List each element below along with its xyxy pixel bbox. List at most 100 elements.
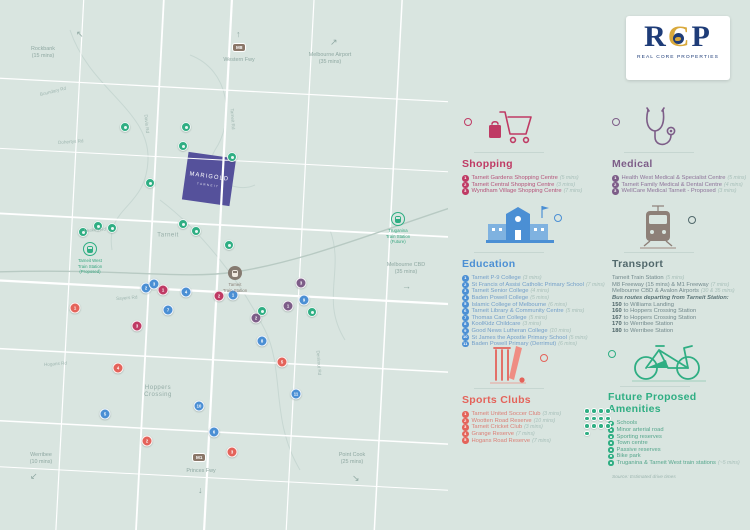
ring-accent-icon [612,118,620,126]
sports-item-number-badge: 2 [462,417,469,425]
map-marker-future[interactable] [145,178,155,188]
map-marker-education-6[interactable]: 6 [208,426,220,438]
map-marker-sports-3[interactable]: 3 [226,446,238,458]
future-cluster-dot-icon [591,408,597,414]
education-item-9: 9 Good News Lutheran College (10 mins) [462,327,610,335]
section-title-education: Education [462,258,516,270]
bus-route-number: 150 [612,301,622,308]
map-marker-future[interactable] [257,306,267,316]
legend-section-transport: Transport Tarneit Train Station (5 mins) M… [612,204,750,334]
education-item-label: Thomas Carr College [471,314,527,321]
map-marker-medical-2[interactable]: 2 [250,312,262,324]
map-marker-sports-5[interactable]: 5 [276,356,288,368]
future-item-label: Truganina & Tarneit West train stations [616,459,716,466]
sports-item-label: Tarneit Cricket Club [471,424,523,431]
sports-item-5: 5 Hogans Road Reserve (7 mins) [462,437,610,444]
direction-arrow-icon: ↗ [330,37,338,47]
train-station-icon [228,266,242,280]
map-marker-education-3[interactable]: 3 [148,278,160,290]
transport-item-label: to Williams Landing [623,301,674,308]
bicycle-icon [632,345,706,382]
map-marker-future[interactable] [227,152,237,162]
map-marker-education-8[interactable]: 8 [256,335,268,347]
map-marker-shopping-1[interactable]: 1 [157,284,169,296]
map-marker-sports-4[interactable]: 4 [112,362,124,374]
transport-item-9: 180 to Werribee Station [612,328,750,335]
shopping-item-label: Wyndham Village Shopping Centre [471,188,562,195]
map-marker-future[interactable] [120,122,130,132]
map-marker-future[interactable] [178,141,188,151]
transport-icon-block [612,204,750,256]
map-marker-future[interactable] [178,219,188,229]
drive-time-label: (3 mins) [556,181,576,188]
map-marker-future[interactable] [307,307,317,317]
map-marker-future[interactable] [78,227,88,237]
drive-time-label: (7 mins) [585,281,605,288]
sports-item-label: Grange Reserve [471,431,515,438]
map-marker-education-7[interactable]: 7 [162,304,174,316]
future-item-label: Minor arterial road [616,426,664,433]
drive-time-label: (3 mins) [522,321,542,328]
transport-item-6: 160 to Hoppers Crossing Station [612,308,750,315]
edge-destination-label: Point Cook (25 mins) [338,452,366,466]
map-marker-future[interactable] [191,226,201,236]
education-item-number-badge: 2 [462,281,469,289]
future-icon-block [608,338,736,390]
education-item-number-badge: 5 [462,301,469,308]
legend-section-sports: Sports Clubs 1 Tarneit United Soccer Club… [462,340,610,444]
future-item-2: Minor arterial road [608,427,736,434]
transport-item-label: to Hoppers Crossing Station [623,314,697,321]
train-station-poi: Tarneit West Train Station (Proposed) [58,242,122,275]
direction-arrow-icon: ↓ [198,485,203,495]
edge-destination-label: Rockbank (15 mins) [31,46,55,60]
map-marker-future[interactable] [224,240,234,250]
map-marker-education-4[interactable]: 4 [180,286,192,298]
medical-item-3: 3 WellCare Medical Tarneit - Proposed (3 m… [612,188,750,195]
future-item-7: Truganina & Tarneit West train stations(… [608,459,740,467]
train-station-icon [83,242,97,256]
cricket-stumps-bat-icon [490,346,526,384]
education-item-10: 10 St James the Apostle Primary School (5 … [462,334,610,341]
map-marker-education-10[interactable]: 10 [193,400,205,412]
education-item-number-badge: 3 [462,288,469,295]
ring-accent-icon [554,214,562,222]
education-item-label: Tarneit Senior College [471,288,529,295]
map-marker-sports-2[interactable]: 2 [141,435,153,447]
sports-item-number-badge: 5 [462,437,469,444]
map-marker-education-5[interactable]: 5 [99,408,111,420]
drive-time-label: (10 mins) [549,328,572,335]
transport-item-5: 150 to Williams Landing [612,301,750,308]
drive-time-label: (5 mins) [530,295,549,302]
education-item-4: 4 Baden Powell College (5 mins) [462,294,610,302]
map-marker-future[interactable] [93,221,103,231]
map-marker-future[interactable] [107,223,117,233]
map-marker-sports-1[interactable]: 1 [69,302,81,314]
map-marker-medical-1[interactable]: 1 [282,300,294,312]
map-marker-education-1[interactable]: 1 [227,289,239,301]
train-station-poi: Truganina Train Station (Future) [366,212,430,245]
future-item-label: Sporting reserves [616,433,662,440]
legend-section-shopping: Shopping 1 Tarneit Gardens Shopping Centr… [462,104,610,195]
route-shield-m1: M1 [193,454,206,461]
map-marker-medical-3[interactable]: 3 [295,277,307,289]
map-marker-shopping-2[interactable]: 2 [213,290,225,302]
rcp-logo: RCP REAL CORE PROPERTIES [626,16,730,80]
transport-item-7: 167 to Hoppers Crossing Station [612,315,750,322]
future-cluster-dot-icon [598,423,604,429]
road-network [0,0,448,530]
transport-item-1: Tarneit Train Station (5 mins) [612,275,750,282]
education-item-label: Tarneit P-9 College [471,275,521,282]
sports-item-number-badge: 1 [462,411,469,418]
edge-destination-label: Princes Fwy [186,468,216,474]
future-cluster-dot-icon [584,423,590,429]
train-station-label: Tarneit Train Station [222,282,248,293]
map-marker-education-9[interactable]: 9 [298,294,310,306]
map-marker-education-11[interactable]: 11 [290,388,302,400]
education-item-label: St James the Apostle Primary School [471,334,567,341]
map-marker-shopping-3[interactable]: 3 [131,320,143,332]
map-marker-future[interactable] [181,122,191,132]
drive-time-label: (10 mins) [533,417,556,424]
drive-time-label: (30 & 35 mins) [700,288,735,295]
education-item-8: 8 KoolKidz Childcare (3 mins) [462,321,610,328]
